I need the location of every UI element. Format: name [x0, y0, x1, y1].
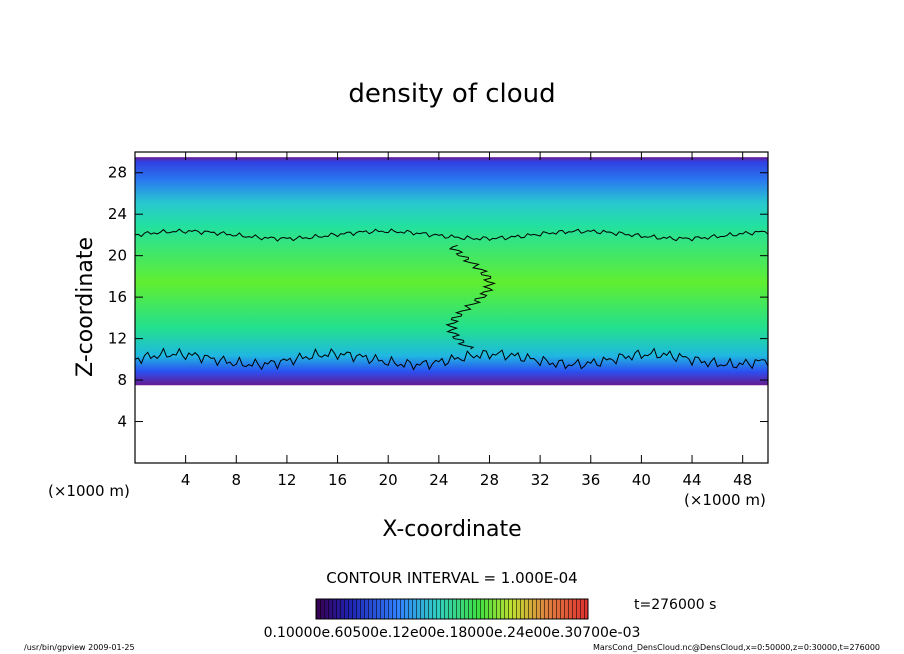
x-tick-label: 44 [682, 471, 701, 489]
y-axis-ticks: 4 8 12 16 20 24 28 [108, 164, 768, 431]
contour-interval-text: CONTOUR INTERVAL = 1.000E-04 [326, 569, 577, 587]
contour-plume [445, 244, 497, 350]
y-tick-label: 28 [108, 164, 127, 182]
colorbar-stripes [316, 599, 588, 619]
x-axis-ticks: 4 8 12 16 20 24 28 32 36 40 44 48 [181, 152, 752, 489]
y-tick-label: 12 [108, 330, 127, 348]
y-tick-label: 24 [108, 205, 127, 223]
plot-field [135, 157, 768, 386]
x-tick-label: 24 [429, 471, 448, 489]
y-tick-label: 16 [108, 288, 127, 306]
x-tick-label: 16 [328, 471, 347, 489]
x-tick-label: 32 [531, 471, 550, 489]
y-axis-label: Z-coordinate [73, 237, 98, 377]
x-unit-left: (×1000 m) [48, 482, 130, 500]
x-tick-label: 36 [581, 471, 600, 489]
footer-right: MarsCond_DensCloud.nc@DensCloud,x=0:5000… [593, 643, 880, 652]
y-tick-label: 4 [117, 413, 127, 431]
plot-frame [134, 151, 769, 464]
x-tick-label: 28 [480, 471, 499, 489]
colorbar-labels: 0.10000e.60500e.12e00e.18000e.24e00e.307… [264, 625, 641, 641]
time-text: t=276000 s [634, 597, 716, 613]
x-unit-right: (×1000 m) [684, 491, 766, 509]
x-tick-label: 8 [232, 471, 242, 489]
chart-title: density of cloud [348, 79, 555, 109]
contour-lower [135, 347, 768, 371]
x-tick-label: 48 [733, 471, 752, 489]
y-tick-label: 8 [117, 371, 127, 389]
x-tick-label: 20 [379, 471, 398, 489]
footer-left: /usr/bin/gpview 2009-01-25 [24, 643, 135, 652]
x-axis-label: X-coordinate [382, 517, 521, 542]
cloud-density-field [135, 157, 768, 386]
x-tick-label: 40 [632, 471, 651, 489]
x-tick-label: 4 [181, 471, 191, 489]
x-tick-label: 12 [277, 471, 296, 489]
y-tick-label: 20 [108, 247, 127, 265]
contour-upper [135, 228, 768, 242]
